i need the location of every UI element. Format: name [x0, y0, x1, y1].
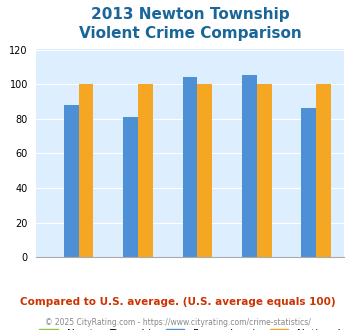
Bar: [301, 108, 316, 257]
Bar: [123, 117, 138, 257]
Title: 2013 Newton Township
Violent Crime Comparison: 2013 Newton Township Violent Crime Compa…: [78, 7, 301, 41]
Text: Compared to U.S. average. (U.S. average equals 100): Compared to U.S. average. (U.S. average …: [20, 297, 335, 307]
Bar: [78, 84, 93, 257]
Bar: [316, 84, 331, 257]
Text: © 2025 CityRating.com - https://www.cityrating.com/crime-statistics/: © 2025 CityRating.com - https://www.city…: [45, 318, 310, 327]
Bar: [242, 76, 257, 257]
Bar: [138, 84, 153, 257]
Legend: Newton Township, Pennsylvania, National: Newton Township, Pennsylvania, National: [35, 325, 345, 330]
Bar: [197, 84, 212, 257]
Bar: [64, 105, 78, 257]
Bar: [182, 77, 197, 257]
Bar: [257, 84, 272, 257]
